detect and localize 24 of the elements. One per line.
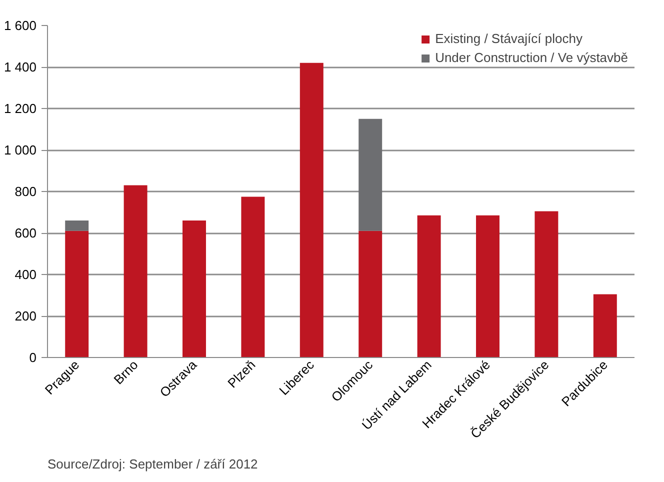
bar — [417, 215, 441, 358]
bar — [593, 294, 617, 358]
bar — [476, 215, 500, 358]
y-tick-label: 200 — [14, 308, 37, 324]
legend-label: Under Construction / Ve výstavbě — [435, 50, 628, 65]
y-tick-label: 800 — [14, 184, 37, 199]
y-tick-label: 1 000 — [4, 142, 37, 158]
bar — [124, 185, 148, 358]
bar — [65, 220, 89, 231]
legend-label: Existing / Stávající plochy — [435, 31, 582, 46]
bar — [534, 211, 558, 358]
bar — [300, 62, 324, 358]
bar — [182, 220, 206, 358]
y-tick-label: 1 600 — [4, 18, 37, 33]
y-tick-label: 400 — [14, 267, 37, 282]
bar — [65, 230, 89, 358]
y-tick-label: 0 — [29, 350, 37, 365]
y-tick-label: 1 200 — [4, 101, 37, 116]
y-tick-label: 600 — [14, 226, 37, 240]
bar — [241, 196, 265, 358]
source-note: Source/Zdroj: September / září 2012 — [48, 456, 258, 472]
bar — [358, 230, 382, 358]
bar — [358, 118, 382, 231]
y-tick-label: 1 400 — [4, 60, 37, 74]
